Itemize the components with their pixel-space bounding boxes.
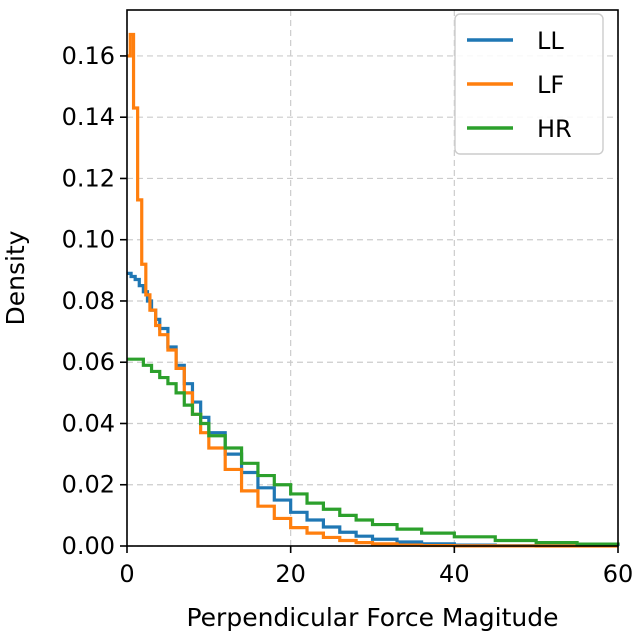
x-tick-label: 40 [439,560,470,588]
y-tick-label: 0.06 [62,348,115,376]
plot-frame [126,9,619,547]
ticks: 0 20 40 60 0.00 0.02 0.04 0.06 0.08 0.10 0.12 0.14 0… [62,42,634,588]
legend-label: LL [537,27,564,55]
x-axis-label: Perpendicular Force Magitude [186,603,558,632]
legend: LL LF HR [454,13,604,155]
series-layer [127,32,620,548]
y-tick-label: 0.14 [62,103,115,131]
y-tick-label: 0.12 [62,164,115,192]
y-axis-label: Density [1,230,30,325]
legend-label: LF [537,71,564,99]
y-tick-label: 0.08 [62,287,115,315]
series-line-hr [127,357,620,546]
y-tick-label: 0.00 [62,532,115,560]
y-tick-label: 0.16 [62,42,115,70]
series-line-lf [127,32,618,548]
legend-label: HR [537,115,572,143]
x-tick-label: 20 [275,560,306,588]
x-tick-label: 60 [603,560,634,588]
y-tick-label: 0.04 [62,409,115,437]
y-tick-label: 0.10 [62,226,115,254]
legend-box [454,13,604,155]
x-tick-label: 0 [119,560,134,588]
y-tick-label: 0.02 [62,471,115,499]
